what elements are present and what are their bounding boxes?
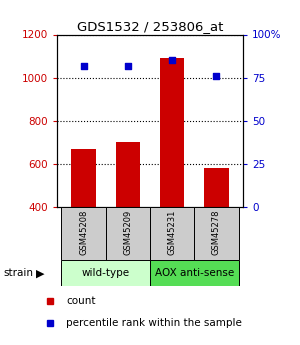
Bar xyxy=(204,168,229,293)
Bar xyxy=(61,260,150,286)
Bar xyxy=(150,260,238,286)
Text: GSM45209: GSM45209 xyxy=(123,210,132,255)
Point xyxy=(81,63,86,68)
Bar xyxy=(160,58,184,293)
Text: count: count xyxy=(66,296,96,306)
Bar xyxy=(194,207,238,260)
Text: GSM45278: GSM45278 xyxy=(212,210,221,255)
Text: ▶: ▶ xyxy=(36,268,44,278)
Bar xyxy=(71,149,96,293)
Point xyxy=(214,73,219,79)
Point xyxy=(125,63,130,68)
Bar xyxy=(150,207,194,260)
Bar xyxy=(61,207,106,260)
Text: AOX anti-sense: AOX anti-sense xyxy=(155,268,234,278)
Bar xyxy=(116,142,140,293)
Point xyxy=(170,58,175,63)
Text: percentile rank within the sample: percentile rank within the sample xyxy=(66,318,242,328)
Text: wild-type: wild-type xyxy=(82,268,130,278)
Bar xyxy=(106,207,150,260)
Title: GDS1532 / 253806_at: GDS1532 / 253806_at xyxy=(77,20,223,33)
Text: GSM45208: GSM45208 xyxy=(79,210,88,255)
Text: GSM45231: GSM45231 xyxy=(168,210,177,255)
Text: strain: strain xyxy=(3,268,33,278)
